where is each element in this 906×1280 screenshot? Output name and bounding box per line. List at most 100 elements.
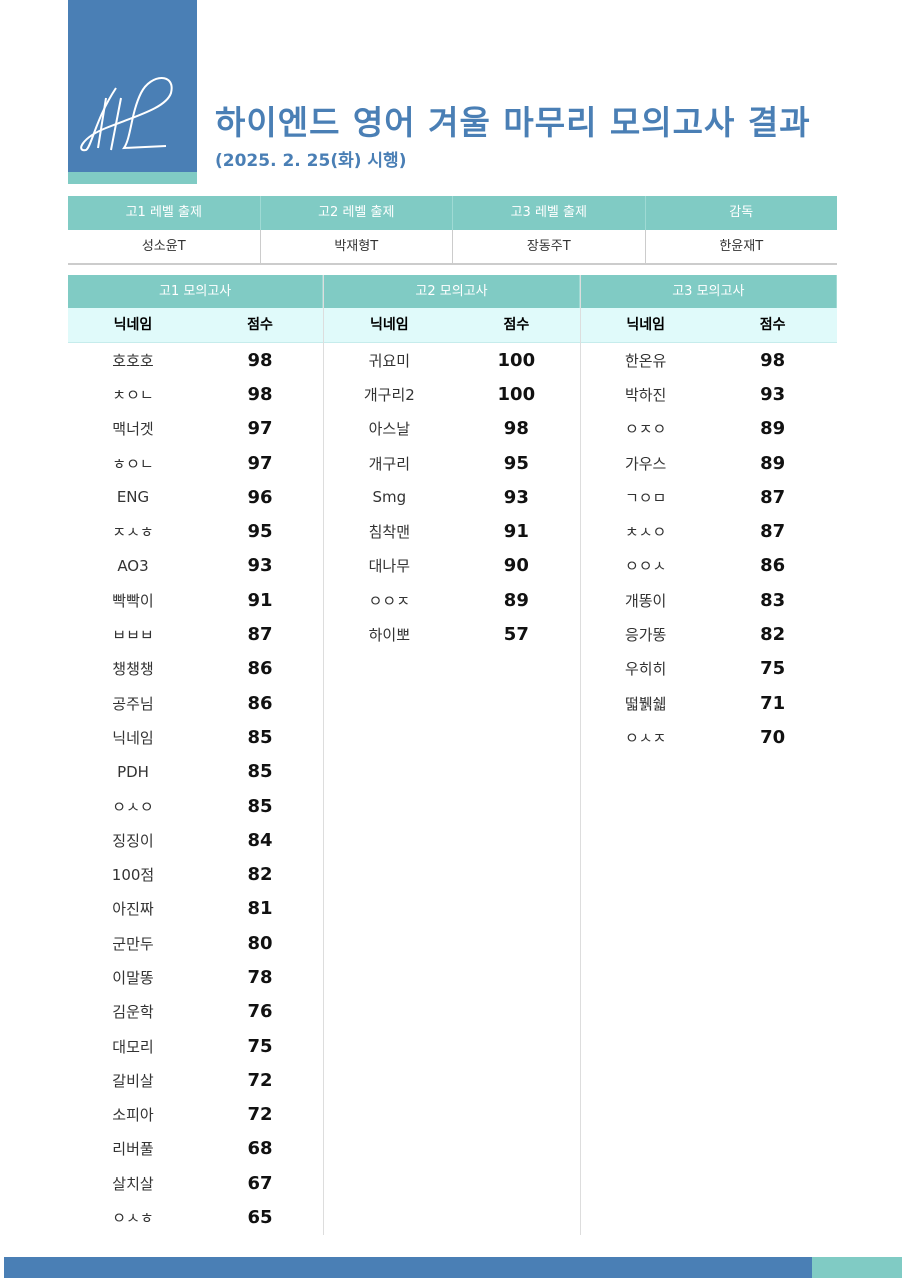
score: 80 [247, 932, 273, 954]
nickname: 빡빡이 [112, 591, 154, 610]
nickname: ㄱㅇㅁ [624, 488, 667, 507]
table-row: 하이뽀 57 [324, 617, 579, 651]
nickname: 개똥이 [624, 591, 667, 610]
table-row: 닉네임 85 [68, 720, 323, 754]
nickname: AO3 [117, 556, 149, 575]
score: 93 [247, 555, 273, 577]
score: 72 [247, 1104, 273, 1126]
nickname: ㅇㅅㅈ [624, 728, 667, 747]
staff-value: 한윤재T [719, 239, 764, 254]
table-row: 공주님 86 [68, 686, 323, 720]
exam-table: 고2 모의고사 닉네임 점수 귀요미 100 개구리2 100 아스날 98 개구리 95 Smg 9… [324, 275, 581, 1235]
score: 83 [760, 589, 786, 611]
score: 85 [247, 726, 273, 748]
nickname: 응가똥 [624, 626, 667, 645]
score: 67 [247, 1172, 273, 1194]
nickname: PDH [117, 762, 149, 781]
nickname: 군만두 [112, 934, 154, 953]
score: 91 [247, 589, 273, 611]
score: 90 [503, 555, 529, 577]
nickname: 100점 [111, 866, 155, 885]
nickname-header: 닉네임 [113, 317, 153, 333]
score: 98 [503, 418, 529, 440]
nickname: 리버풀 [112, 1140, 154, 1159]
score: 84 [247, 829, 273, 851]
table-row: 대모리 75 [68, 1029, 323, 1063]
nickname: 이말똥 [112, 968, 154, 987]
table-row: 박하진 93 [581, 377, 837, 411]
table-row: PDH 85 [68, 755, 323, 789]
score-header: 점수 [759, 317, 786, 333]
score: 87 [247, 624, 273, 646]
nickname: ㅇㅅㅇ [112, 797, 154, 816]
score: 91 [503, 521, 529, 543]
score: 72 [247, 1069, 273, 1091]
table-row: 귀요미 100 [324, 343, 579, 377]
table-row: 이말똥 78 [68, 960, 323, 994]
table-row: 가우스 89 [581, 446, 837, 480]
nickname: ㅇㅇㅈ [368, 591, 411, 610]
staff-header: 고2 레벨 출제 [261, 196, 453, 230]
score: 71 [760, 692, 786, 714]
score: 82 [760, 624, 786, 646]
score: 78 [247, 966, 273, 988]
footer-bar-accent [812, 1257, 902, 1278]
score: 95 [247, 521, 273, 543]
score: 68 [247, 1138, 273, 1160]
table-row: 살치살 67 [68, 1166, 323, 1200]
staff-value: 장동주T [453, 230, 646, 263]
nickname: ㅇㅇㅅ [624, 557, 667, 576]
score-header: 점수 [503, 317, 530, 333]
score: 100 [497, 383, 536, 405]
table-row: 갈비살 72 [68, 1063, 323, 1097]
table-row: ㅂㅂㅂ 87 [68, 617, 323, 651]
score: 98 [247, 349, 273, 371]
staff-header: 감독 [729, 205, 754, 220]
staff-header: 고1 레벨 출제 [68, 196, 261, 230]
score: 82 [247, 864, 273, 886]
nickname-header: 닉네임 [370, 317, 409, 333]
table-row: ㅇㅇㅈ 89 [324, 583, 579, 617]
table-row: ㅎㅇㄴ 97 [68, 446, 323, 480]
nickname: 우히히 [624, 660, 667, 679]
table-row: 아진짜 81 [68, 892, 323, 926]
logo [68, 0, 197, 184]
table-row: ㅇㅅㅇ 85 [68, 789, 323, 823]
nickname: Smg [372, 488, 407, 507]
score: 57 [503, 624, 529, 646]
score: 87 [760, 486, 786, 508]
table-row: 개구리 95 [324, 446, 579, 480]
score: 96 [247, 486, 273, 508]
nickname: 개구리2 [363, 385, 415, 404]
score: 76 [247, 1001, 273, 1023]
table-row: 100점 82 [68, 857, 323, 891]
nickname: 떫뷁쉛 [624, 694, 667, 713]
score: 89 [760, 418, 786, 440]
score: 81 [247, 898, 273, 920]
nickname: 개구리 [368, 454, 411, 473]
score: 93 [760, 383, 786, 405]
nickname: 공주님 [112, 694, 154, 713]
nickname: 침착맨 [368, 523, 411, 542]
exam-title: 고2 모의고사 [324, 275, 580, 308]
nickname: ENG [116, 488, 150, 507]
table-row: 우히히 75 [581, 652, 837, 686]
nickname: 박하진 [624, 385, 667, 404]
column-headers: 닉네임 점수 [68, 308, 324, 343]
table-row: 군만두 80 [68, 926, 323, 960]
score-header: 점수 [247, 317, 273, 333]
table-row: ㅇㅅㅎ 65 [68, 1200, 323, 1234]
score: 93 [503, 486, 529, 508]
score: 95 [503, 452, 529, 474]
table-row: 맥너겟 97 [68, 412, 323, 446]
nickname: 한온유 [624, 351, 667, 370]
nickname: 아진짜 [112, 900, 154, 919]
exam-table: 고1 모의고사 닉네임 점수 호호호 98 ㅊㅇㄴ 98 맥너겟 97 ㅎㅇㄴ 97 ENG 96 ㅈㅅ… [68, 275, 325, 1235]
score: 89 [503, 589, 529, 611]
score: 65 [247, 1207, 273, 1229]
table-row: 개똥이 83 [581, 583, 837, 617]
table-row: 개구리2 100 [324, 377, 579, 411]
table-row: ㄱㅇㅁ 87 [581, 480, 837, 514]
table-row: 소피아 72 [68, 1098, 323, 1132]
score: 75 [247, 1035, 273, 1057]
